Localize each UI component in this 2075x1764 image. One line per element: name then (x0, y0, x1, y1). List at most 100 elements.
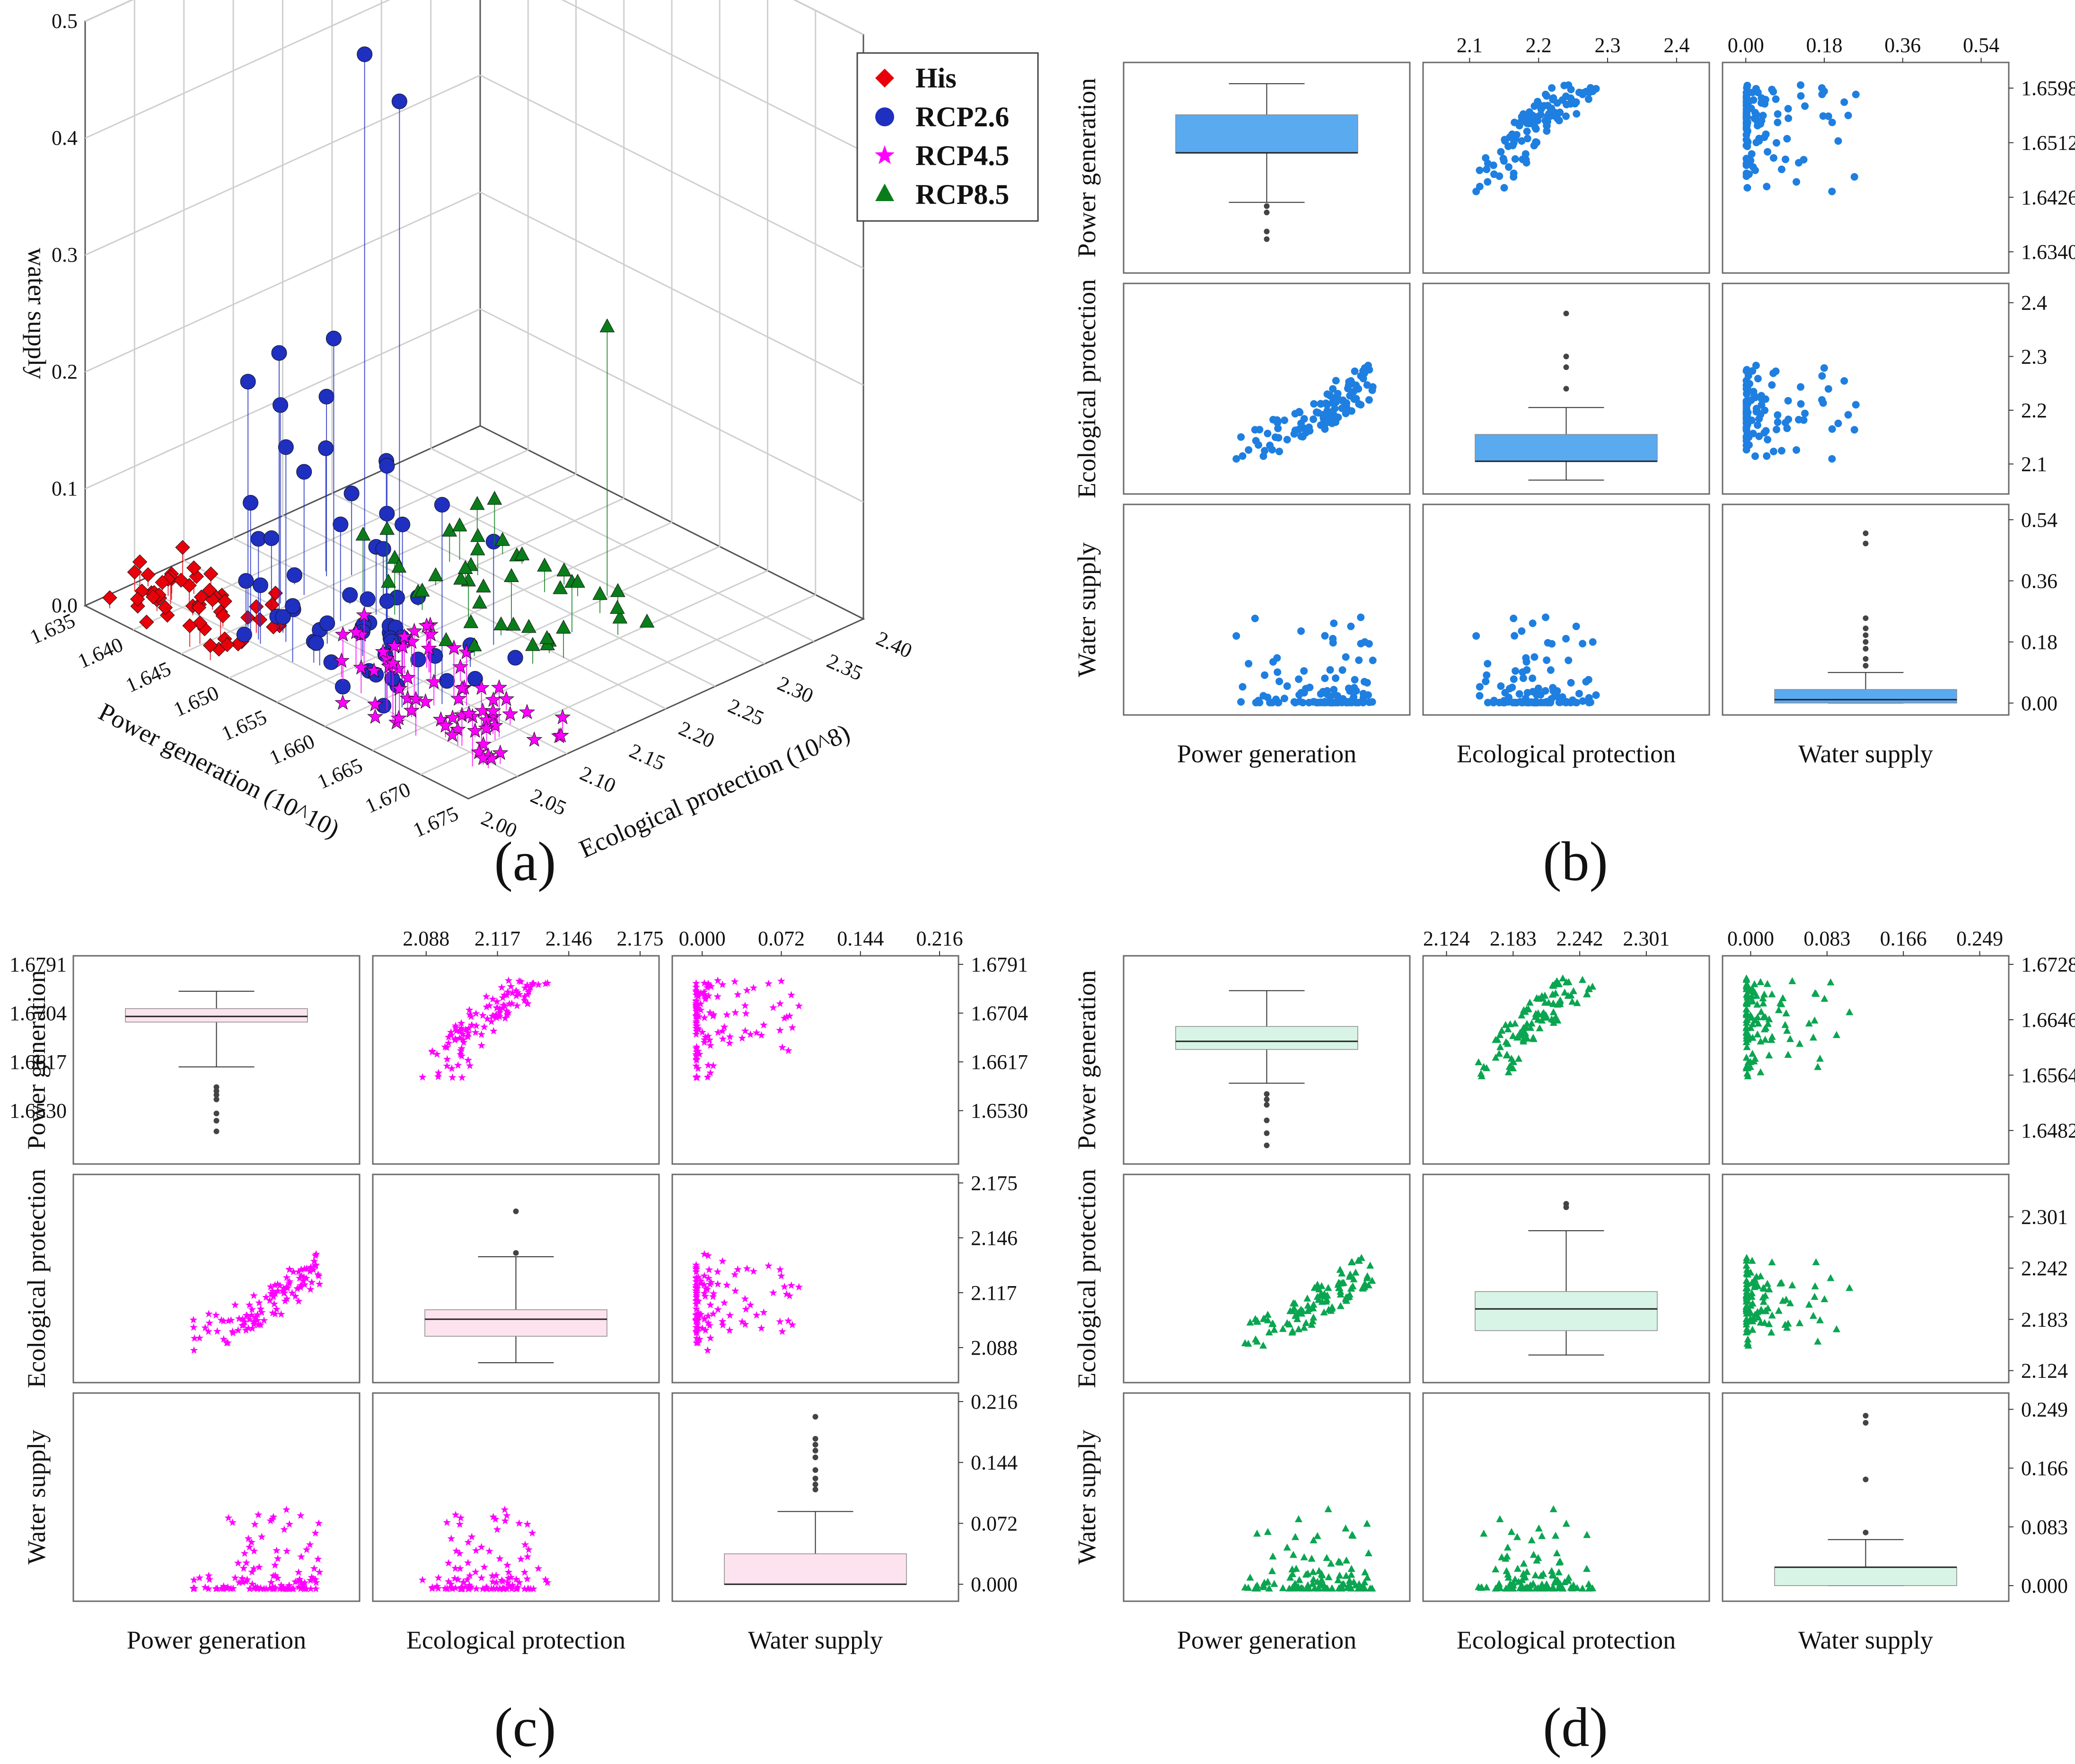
point-RCP8.5 (439, 632, 454, 646)
scatter-point (1513, 1033, 1521, 1041)
scatter-point (213, 1584, 221, 1592)
scatter-point (1490, 697, 1498, 705)
scatter-point (477, 1041, 486, 1049)
scatter-point (713, 976, 722, 984)
scatter-point (1569, 987, 1577, 994)
scatter-point (698, 1028, 706, 1036)
scatter-point (1743, 1253, 1751, 1261)
scatter-point (291, 1292, 299, 1300)
scatter-point (1742, 415, 1750, 423)
scatter-point (283, 1284, 292, 1292)
scatter-point (441, 1043, 449, 1050)
scatter-point (1742, 169, 1750, 177)
scatter-point (190, 1346, 198, 1354)
scatter-point (1578, 976, 1586, 983)
scatter-point (1297, 1584, 1305, 1592)
z-tick-label: 0.2 (52, 360, 78, 383)
scatter-point (1475, 1583, 1483, 1590)
scatter-point (1274, 424, 1282, 432)
point-RCP2.6 (342, 587, 358, 603)
scatter-point (1279, 1325, 1287, 1332)
point-RCP4.5 (478, 720, 494, 736)
cell-frame (1123, 1392, 1411, 1602)
scatter-point (1761, 1035, 1769, 1043)
scatter-point (1302, 1319, 1310, 1326)
scatter-point (503, 1561, 511, 1569)
box-outlier (1563, 353, 1569, 360)
scatter-point (205, 1319, 214, 1327)
point-RCP4.5 (437, 717, 454, 733)
scatter-point (1363, 1274, 1371, 1281)
cell-pg-vs-ws (671, 955, 959, 1165)
cell-ep-vs-ep (1422, 1173, 1710, 1384)
scatter-point (280, 1289, 288, 1297)
cell-ep-vs-ep (1422, 282, 1710, 495)
scatter-point (457, 1019, 466, 1027)
scatter-point (1811, 1293, 1819, 1300)
scatter-point (277, 1310, 285, 1318)
scatter-point (1338, 1269, 1346, 1277)
scatter-point (1757, 1305, 1765, 1313)
scatter-point (1795, 159, 1803, 167)
scatter-point (496, 1005, 504, 1013)
scatter-point (1331, 691, 1339, 699)
scatter-point (700, 1250, 709, 1258)
scatter-point (523, 981, 531, 989)
scatter-point (492, 1578, 501, 1586)
scatter-point (306, 1576, 315, 1584)
point-RCP2.6 (238, 573, 254, 589)
scatter-point (1743, 400, 1751, 408)
scatter-point (784, 1046, 792, 1054)
scatter-point (451, 1584, 460, 1592)
scatter-point (1801, 102, 1809, 110)
scatter-point (1290, 1584, 1298, 1592)
series-His (102, 540, 288, 661)
scatter-point (464, 1585, 472, 1592)
cell-frame (72, 1173, 360, 1384)
box-outlier (1563, 310, 1569, 317)
box-outlier (812, 1467, 818, 1473)
scatter-point (704, 979, 712, 988)
point-His (173, 573, 189, 588)
scatter-point (1510, 698, 1518, 706)
right-tick-label: 1.6791 (971, 953, 1028, 976)
cell-frame (1422, 955, 1710, 1165)
left-tick-label: 1.6530 (9, 1099, 67, 1122)
scatter-point (705, 1036, 714, 1044)
scatter-point (692, 1012, 700, 1020)
scatter-point (1793, 178, 1801, 186)
scatter-point (482, 992, 491, 1000)
scatter-point (1568, 1584, 1576, 1592)
point-RCP8.5 (556, 562, 572, 577)
scatter-point (477, 1030, 485, 1038)
scatter-point (1820, 995, 1829, 1002)
scatter-point (1811, 1282, 1819, 1289)
scatter-point (1275, 448, 1284, 456)
column-label: Water supply (748, 1626, 883, 1654)
scatter-point (220, 1335, 228, 1343)
scatter-point (1308, 1554, 1316, 1562)
scatter-point (1575, 689, 1583, 697)
scatter-point (1254, 441, 1262, 449)
scatter-point (314, 1555, 322, 1563)
right-tick-label: 0.216 (971, 1390, 1018, 1413)
y-tick-label: 2.20 (675, 716, 718, 752)
top-tick-label: 0.36 (1884, 34, 1921, 57)
scatter-point (1592, 691, 1600, 699)
panel-c-scatter-matrix: Power generation Ecological protection Wat… (9, 927, 1028, 1654)
scatter-point (1745, 441, 1753, 449)
scatter-point (205, 1575, 214, 1583)
scatter-point (285, 1265, 294, 1273)
scatter-point (1345, 1577, 1354, 1584)
scatter-point (1512, 667, 1520, 675)
scatter-point (267, 1578, 275, 1586)
point-RCP4.5 (452, 658, 469, 674)
right-tick-label: 1.6646 (2021, 1008, 2075, 1032)
scatter-point (1744, 408, 1752, 416)
scatter-point (1326, 392, 1334, 400)
scatter-point (1761, 1291, 1769, 1299)
scatter-point (1522, 1034, 1530, 1042)
box-outlier (1863, 639, 1869, 645)
point-RCP4.5 (554, 709, 571, 724)
scatter-point (496, 1008, 504, 1016)
